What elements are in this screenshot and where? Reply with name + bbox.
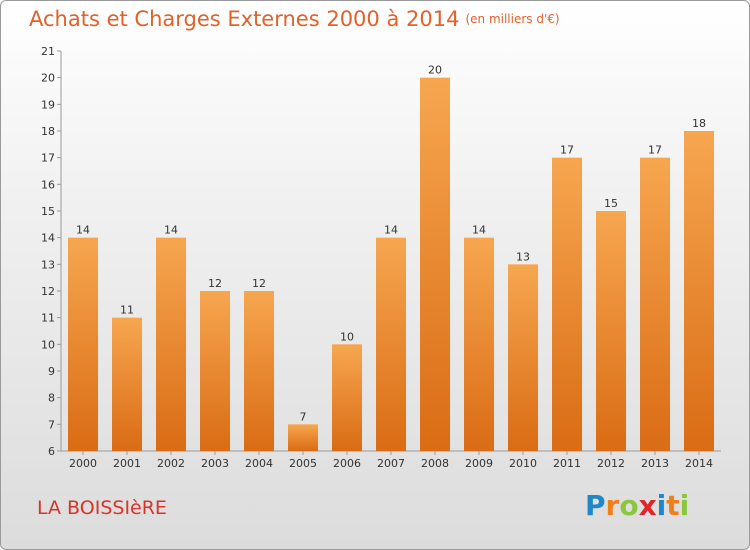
- commune-name: LA BOISSIèRE: [37, 497, 167, 519]
- x-tick-label: 2013: [641, 457, 669, 470]
- y-tick-label: 8: [48, 392, 55, 405]
- y-tick-label: 6: [48, 445, 55, 458]
- x-tick-label: 2003: [201, 457, 229, 470]
- bar: [684, 131, 714, 451]
- data-label: 10: [340, 330, 354, 343]
- bar: [112, 317, 142, 451]
- logo-letter: P: [585, 489, 606, 522]
- data-label: 11: [120, 304, 134, 317]
- y-tick-label: 21: [41, 45, 55, 58]
- bar: [156, 237, 186, 451]
- x-tick-label: 2010: [509, 457, 537, 470]
- y-tick-label: 18: [41, 125, 55, 138]
- bar: [508, 264, 538, 451]
- data-label: 14: [76, 224, 90, 237]
- data-label: 14: [472, 224, 486, 237]
- bar: [464, 237, 494, 451]
- logo-letter: i: [656, 489, 667, 522]
- x-tick-label: 2006: [333, 457, 361, 470]
- x-tick-label: 2007: [377, 457, 405, 470]
- bar: [552, 157, 582, 451]
- logo-letter: o: [619, 489, 639, 522]
- x-tick-label: 2014: [685, 457, 713, 470]
- data-label: 13: [516, 250, 530, 263]
- bar: [332, 344, 362, 451]
- x-tick-label: 2004: [245, 457, 273, 470]
- y-tick-label: 15: [41, 205, 55, 218]
- data-label: 17: [560, 144, 574, 157]
- data-label: 12: [208, 277, 222, 290]
- data-label: 15: [604, 197, 618, 210]
- y-tick-label: 10: [41, 338, 55, 351]
- y-tick-label: 9: [48, 365, 55, 378]
- x-tick-label: 2002: [157, 457, 185, 470]
- data-label: 17: [648, 144, 662, 157]
- bar: [244, 291, 274, 451]
- proxiti-logo: Proxiti: [585, 489, 689, 522]
- y-tick-label: 11: [41, 312, 55, 325]
- bar: [376, 237, 406, 451]
- data-label: 14: [164, 224, 178, 237]
- y-tick-label: 17: [41, 152, 55, 165]
- data-label: 18: [692, 117, 706, 130]
- y-tick-label: 13: [41, 258, 55, 271]
- logo-letter: t: [666, 489, 680, 522]
- x-tick-label: 2005: [289, 457, 317, 470]
- logo-letter: i: [679, 489, 690, 522]
- bar: [200, 291, 230, 451]
- chart-title: Achats et Charges Externes 2000 à 2014 (e…: [29, 7, 560, 31]
- bar: [640, 157, 670, 451]
- x-tick-label: 2009: [465, 457, 493, 470]
- y-tick-label: 12: [41, 285, 55, 298]
- x-tick-label: 2012: [597, 457, 625, 470]
- y-tick-label: 20: [41, 72, 55, 85]
- data-label: 12: [252, 277, 266, 290]
- x-tick-label: 2001: [113, 457, 141, 470]
- y-tick-label: 19: [41, 98, 55, 111]
- x-tick-label: 2000: [69, 457, 97, 470]
- y-tick-label: 16: [41, 178, 55, 191]
- x-tick-label: 2011: [553, 457, 581, 470]
- x-tick-label: 2008: [421, 457, 449, 470]
- bar: [288, 424, 318, 451]
- bar: [420, 77, 450, 452]
- title-unit: (en milliers d'€): [465, 12, 560, 26]
- title-main: Achats et Charges Externes 2000 à 2014: [29, 7, 460, 31]
- bar: [68, 237, 98, 451]
- data-label: 7: [300, 410, 307, 423]
- bar: [596, 211, 626, 451]
- logo-letter: x: [638, 489, 657, 522]
- data-label: 14: [384, 224, 398, 237]
- logo-letter: r: [605, 489, 620, 522]
- y-tick-label: 14: [41, 232, 55, 245]
- data-label: 20: [428, 64, 442, 77]
- y-tick-label: 7: [48, 418, 55, 431]
